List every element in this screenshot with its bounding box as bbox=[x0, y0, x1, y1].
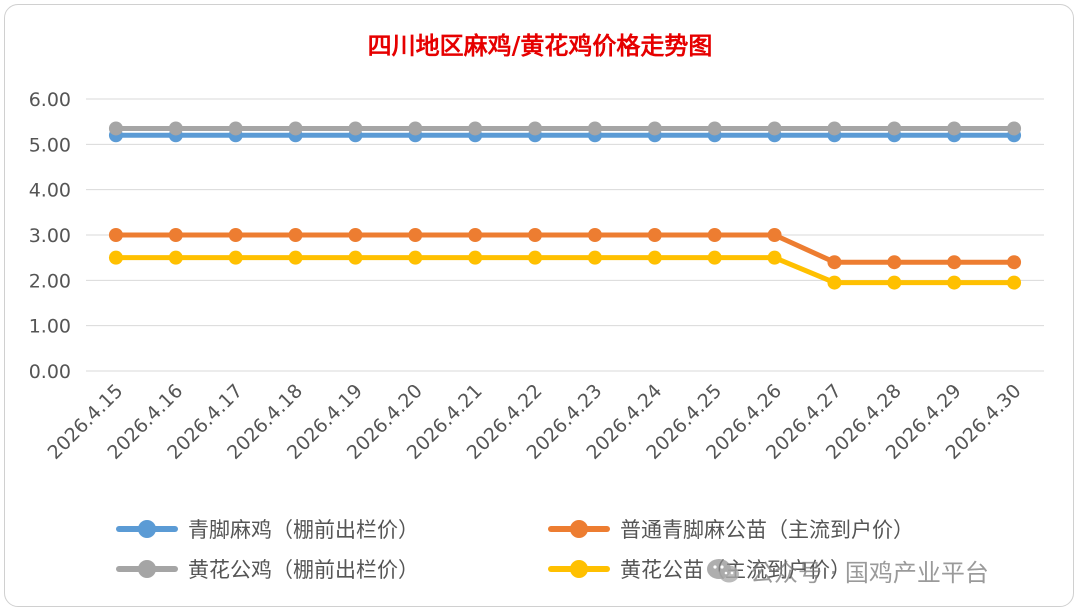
legend-swatch bbox=[548, 554, 610, 584]
data-point bbox=[348, 250, 363, 265]
data-point bbox=[707, 228, 722, 242]
data-point bbox=[1007, 121, 1022, 136]
data-point bbox=[947, 121, 962, 136]
y-tick-label: 6.00 bbox=[29, 89, 71, 111]
legend-swatch bbox=[116, 514, 178, 544]
data-point bbox=[288, 228, 303, 242]
data-point bbox=[587, 228, 602, 242]
data-point bbox=[108, 121, 123, 136]
chart-frame bbox=[4, 4, 1074, 607]
data-point bbox=[228, 228, 243, 242]
data-point bbox=[468, 250, 483, 265]
data-point bbox=[168, 228, 183, 242]
data-point bbox=[887, 255, 902, 270]
y-tick-label: 5.00 bbox=[29, 134, 71, 156]
legend-label: 黄花公鸡（棚前出栏价） bbox=[188, 558, 419, 582]
data-point bbox=[168, 121, 183, 136]
data-point bbox=[108, 250, 123, 265]
legend-item: 黄花公鸡（棚前出栏价） bbox=[116, 554, 419, 584]
y-tick-label: 1.00 bbox=[29, 316, 71, 338]
data-point bbox=[827, 255, 842, 270]
y-tick-label: 2.00 bbox=[29, 270, 71, 292]
data-point bbox=[647, 228, 662, 242]
watermark-text: 公众号 · 国鸡产业平台 bbox=[750, 559, 989, 587]
y-tick-label: 0.00 bbox=[29, 361, 71, 383]
data-point bbox=[947, 255, 962, 270]
legend-swatch bbox=[548, 514, 610, 544]
data-point bbox=[887, 275, 902, 290]
data-point bbox=[408, 121, 423, 136]
data-point bbox=[647, 250, 662, 265]
data-point bbox=[647, 121, 662, 136]
data-point bbox=[1007, 255, 1022, 270]
y-tick-label: 3.00 bbox=[29, 225, 71, 247]
data-point bbox=[767, 228, 782, 242]
data-point bbox=[707, 250, 722, 265]
legend-label: 普通青脚麻公苗（主流到户价） bbox=[620, 518, 914, 542]
data-point bbox=[947, 275, 962, 290]
data-point bbox=[707, 121, 722, 136]
legend-item: 普通青脚麻公苗（主流到户价） bbox=[548, 514, 914, 544]
data-point bbox=[108, 228, 123, 242]
data-point bbox=[468, 228, 483, 242]
data-point bbox=[468, 121, 483, 136]
data-point bbox=[228, 121, 243, 136]
data-point bbox=[827, 275, 842, 290]
chart-title: 四川地区麻鸡/黄花鸡价格走势图 bbox=[367, 31, 713, 60]
data-point bbox=[228, 250, 243, 265]
wechat-icon bbox=[706, 558, 740, 584]
series-line bbox=[113, 232, 1017, 265]
series-line bbox=[113, 255, 1017, 286]
data-point bbox=[587, 121, 602, 136]
legend-swatch bbox=[116, 554, 178, 584]
data-point bbox=[1007, 275, 1022, 290]
data-point bbox=[587, 250, 602, 265]
data-point bbox=[408, 250, 423, 265]
data-point bbox=[528, 250, 543, 265]
legend-label: 青脚麻鸡（棚前出栏价） bbox=[188, 518, 419, 542]
data-point bbox=[168, 250, 183, 265]
data-point bbox=[887, 121, 902, 136]
watermark: 公众号 · 国鸡产业平台 bbox=[706, 553, 989, 588]
data-point bbox=[528, 228, 543, 242]
y-tick-label: 4.00 bbox=[29, 180, 71, 202]
data-point bbox=[827, 121, 842, 136]
data-point bbox=[288, 250, 303, 265]
data-point bbox=[348, 228, 363, 242]
data-point bbox=[348, 121, 363, 136]
legend-item: 青脚麻鸡（棚前出栏价） bbox=[116, 514, 419, 544]
data-point bbox=[528, 121, 543, 136]
data-point bbox=[767, 250, 782, 265]
data-point bbox=[767, 121, 782, 136]
data-point bbox=[288, 121, 303, 136]
data-point bbox=[408, 228, 423, 242]
